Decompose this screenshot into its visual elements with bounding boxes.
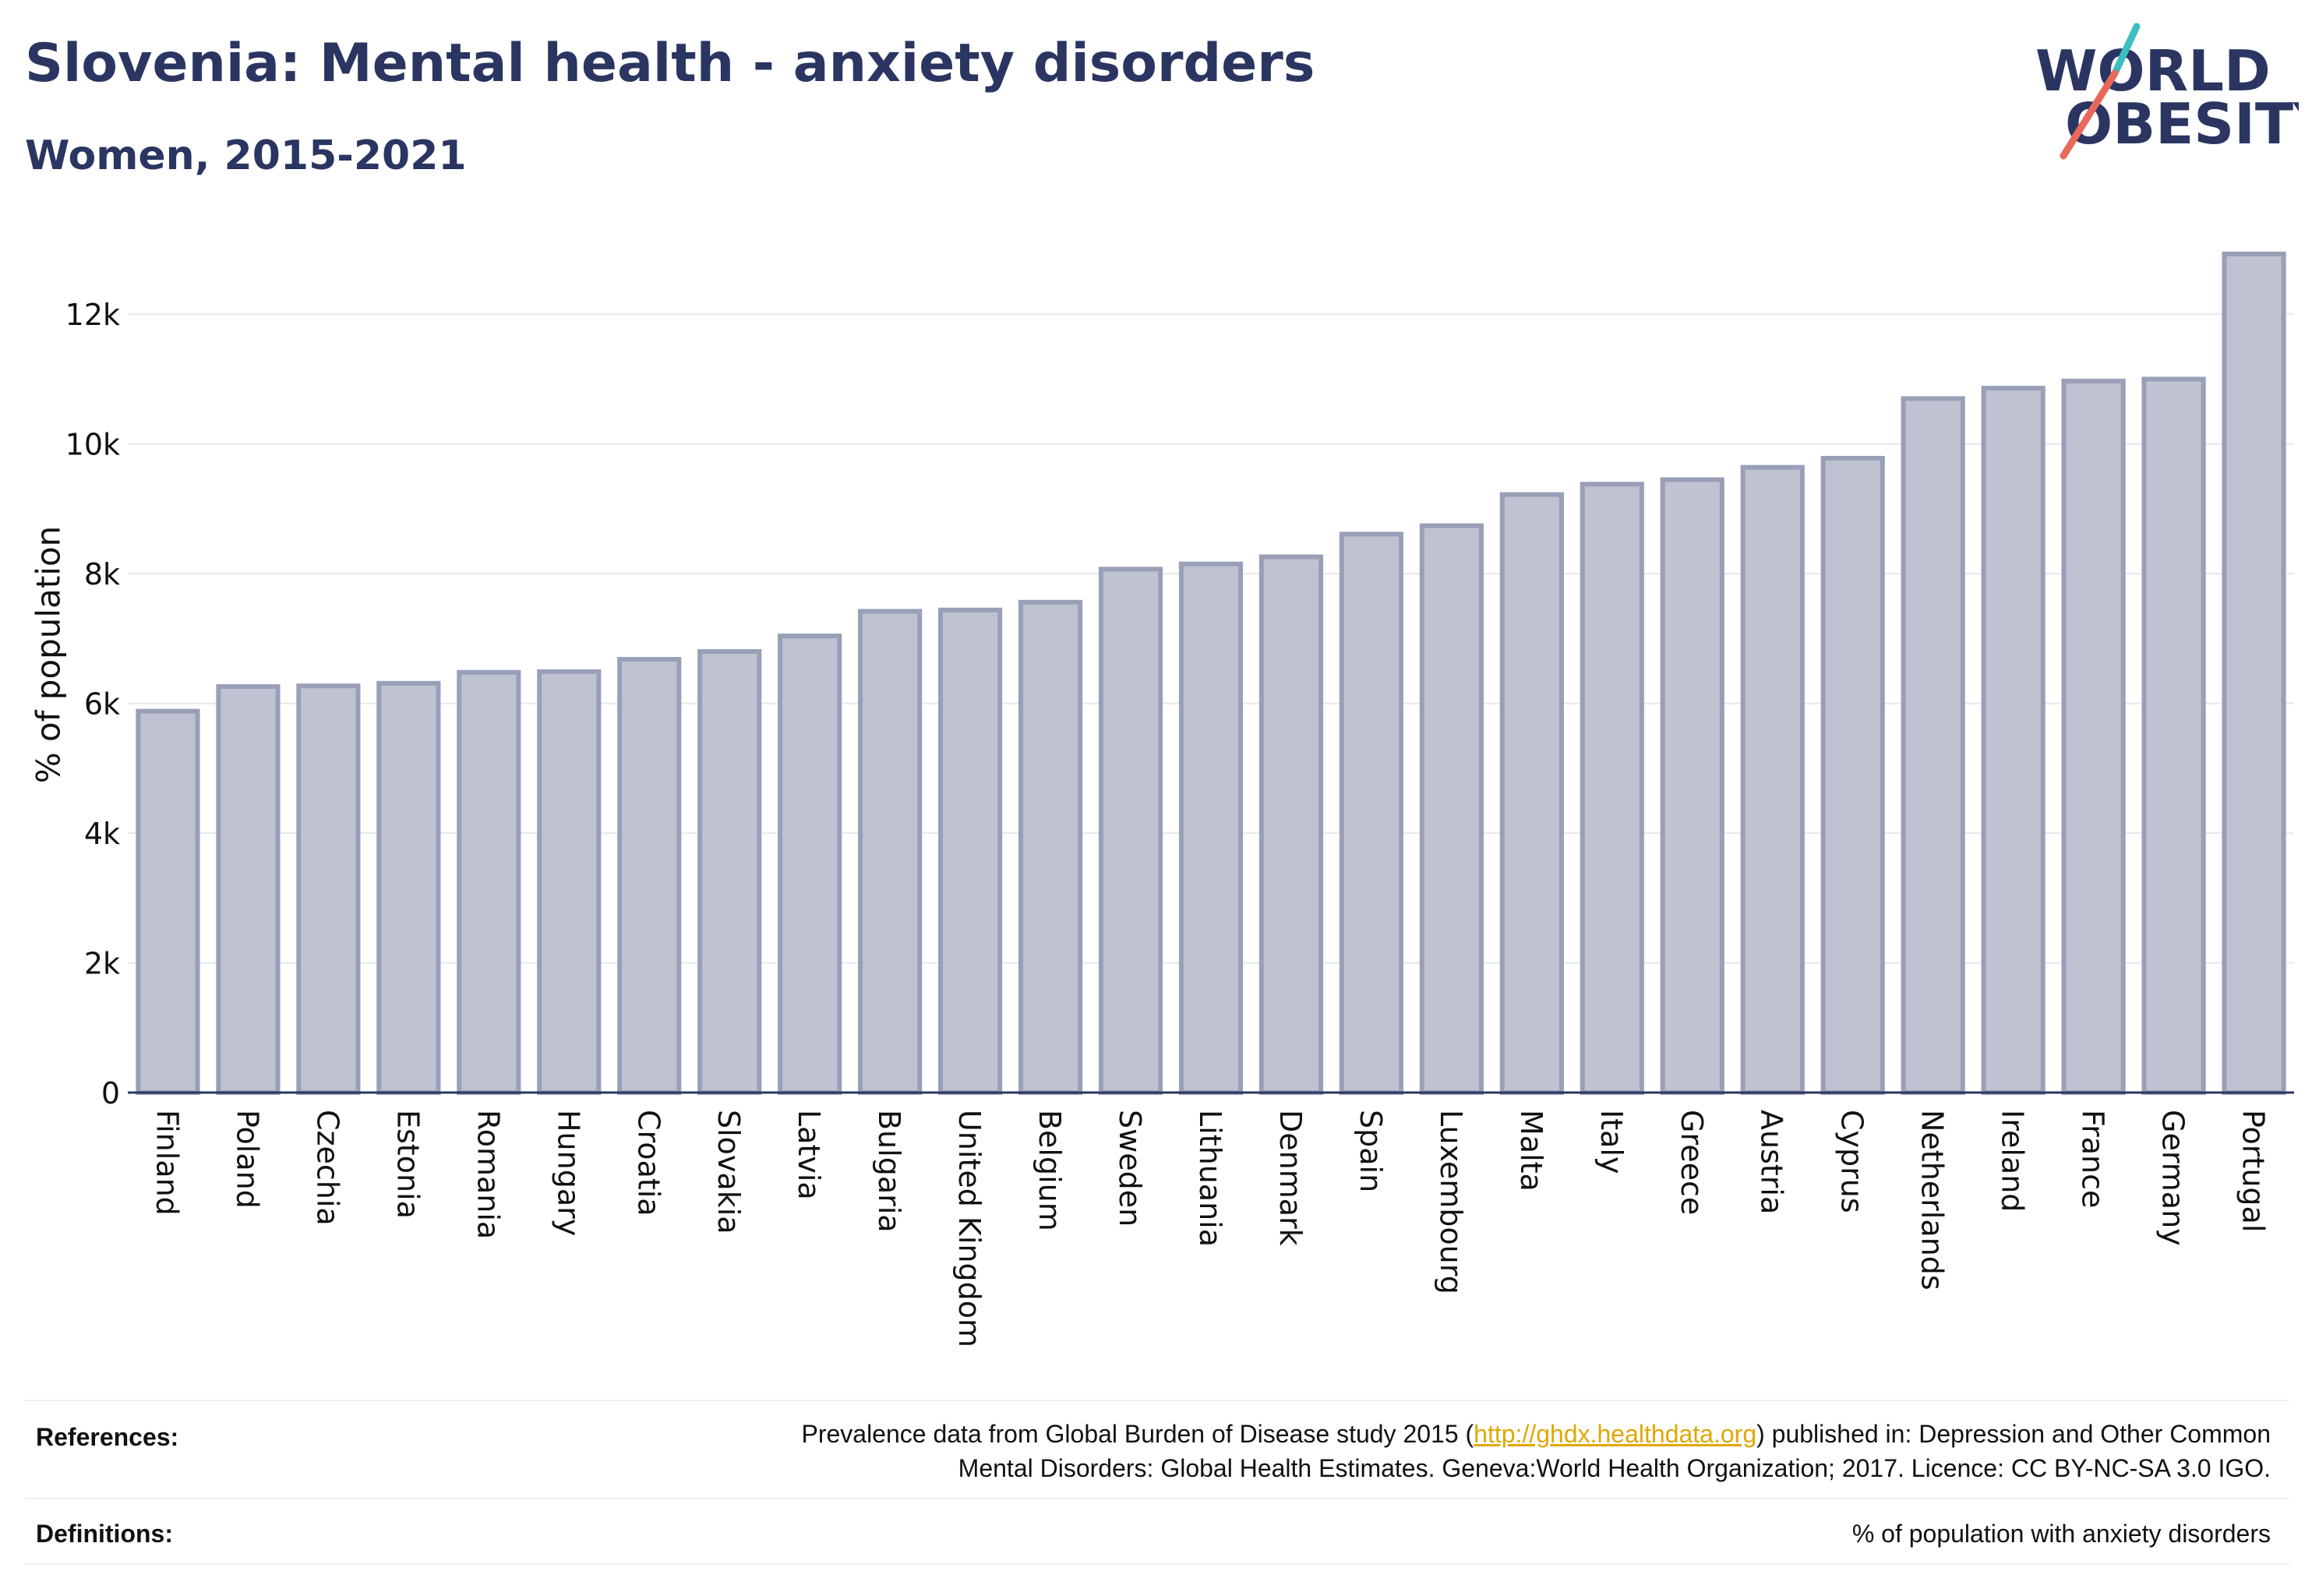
chart-subtitle: Women, 2015-2021 (25, 132, 467, 179)
bar (617, 657, 682, 1095)
y-tick-label: 2k (84, 947, 120, 981)
bar (1419, 523, 1484, 1095)
x-tick-label: Finland (150, 1110, 184, 1216)
y-tick-label: 10k (65, 428, 120, 462)
x-tick-label: Cyprus (1835, 1110, 1869, 1213)
y-tick-label: 8k (84, 557, 120, 591)
x-tick-labels: Finland Poland Czechia Estonia Romania Hungar… (150, 1110, 2270, 1347)
x-tick-label: Latvia (792, 1110, 826, 1200)
x-tick-label: Italy (1594, 1110, 1629, 1174)
bar (1098, 567, 1163, 1095)
x-tick-label: France (2076, 1110, 2110, 1208)
x-tick-label: Romania (471, 1110, 505, 1239)
logo-line2: OBESITY (2065, 91, 2299, 157)
bar (1820, 456, 1885, 1095)
bar (296, 683, 361, 1095)
x-tick-label: Malta (1514, 1110, 1548, 1192)
footer-divider-mid (25, 1498, 2289, 1499)
bar (2222, 251, 2286, 1095)
references-pre: Prevalence data from Global Burden of Di… (801, 1420, 1474, 1448)
bar (2061, 378, 2126, 1096)
references-post: ) published in: Depression and Other Com… (1756, 1420, 2271, 1448)
x-tick-label: Netherlands (1915, 1110, 1950, 1291)
y-tick-label: 0 (101, 1076, 120, 1110)
y-axis-label: % of population (29, 525, 68, 784)
footer-divider-bottom (25, 1563, 2289, 1565)
logo-slash-red (2060, 69, 2119, 160)
logo-slash-teal (2111, 23, 2141, 77)
bar (376, 680, 441, 1095)
x-tick-label: Bulgaria (872, 1110, 906, 1233)
x-tick-label: Spain (1354, 1110, 1388, 1192)
x-tick-label: Sweden (1113, 1110, 1147, 1227)
references-label: References: (36, 1423, 179, 1451)
definitions-label: Definitions: (36, 1520, 173, 1548)
x-tick-label: Hungary (551, 1110, 585, 1236)
definitions-text: % of population with anxiety disorders (1851, 1520, 2271, 1548)
x-tick-label: Ireland (1996, 1110, 2030, 1212)
y-tick-label: 6k (84, 687, 120, 722)
bar (1258, 554, 1324, 1095)
bar (1660, 477, 1724, 1095)
x-tick-label: United Kingdom (952, 1110, 987, 1347)
bar (938, 607, 1003, 1095)
x-tick-label: Poland (230, 1110, 264, 1209)
x-tick-label: Germany (2156, 1110, 2190, 1246)
x-tick-label: Estonia (390, 1110, 425, 1219)
bar (1580, 482, 1644, 1095)
x-tick-label: Denmark (1273, 1110, 1308, 1246)
bar (216, 683, 281, 1095)
y-tick-label: 12k (65, 298, 120, 332)
x-tick-label: Belgium (1032, 1110, 1067, 1231)
x-tick-label: Lithuania (1193, 1110, 1227, 1247)
bar (778, 634, 842, 1095)
x-tick-label: Portugal (2236, 1110, 2271, 1232)
x-tick-label: Slovakia (711, 1110, 746, 1234)
bar (1901, 396, 1965, 1095)
references-link[interactable]: http://ghdx.healthdata.org (1474, 1420, 1757, 1448)
bar (136, 708, 200, 1095)
bars (136, 251, 2286, 1096)
x-tick-label: Croatia (631, 1110, 665, 1216)
logo-line1: WORLD (2035, 38, 2271, 104)
bar (858, 609, 923, 1095)
bar (1981, 386, 2046, 1096)
x-tick-label: Austria (1755, 1110, 1789, 1214)
bar-chart: 0 2k 4k 6k 8k 10k 12k Finland Poland Czechia Esto… (65, 251, 2294, 1347)
footer-divider-top (25, 1400, 2289, 1401)
references-line2: Mental Disorders: Global Health Estimate… (958, 1454, 2271, 1482)
chart-title: Slovenia: Mental health - anxiety disord… (25, 33, 1315, 94)
x-tick-label: Greece (1675, 1110, 1709, 1215)
x-tick-label: Luxembourg (1434, 1110, 1468, 1294)
bar (457, 669, 521, 1095)
y-tick-label: 4k (84, 817, 120, 851)
references-text: Prevalence data from Global Burden of Di… (801, 1417, 2271, 1485)
bar (1499, 492, 1564, 1095)
bar (1339, 531, 1404, 1095)
x-tick-label: Czechia (310, 1110, 344, 1226)
bar (1018, 599, 1083, 1095)
y-tick-labels: 0 2k 4k 6k 8k 10k 12k (65, 298, 120, 1110)
bar (2141, 376, 2206, 1095)
bar (1178, 561, 1244, 1095)
bar (537, 669, 602, 1095)
world-obesity-logo: WORLD OBESITY (2035, 23, 2299, 160)
bar (697, 649, 762, 1095)
bar (1740, 464, 1805, 1095)
